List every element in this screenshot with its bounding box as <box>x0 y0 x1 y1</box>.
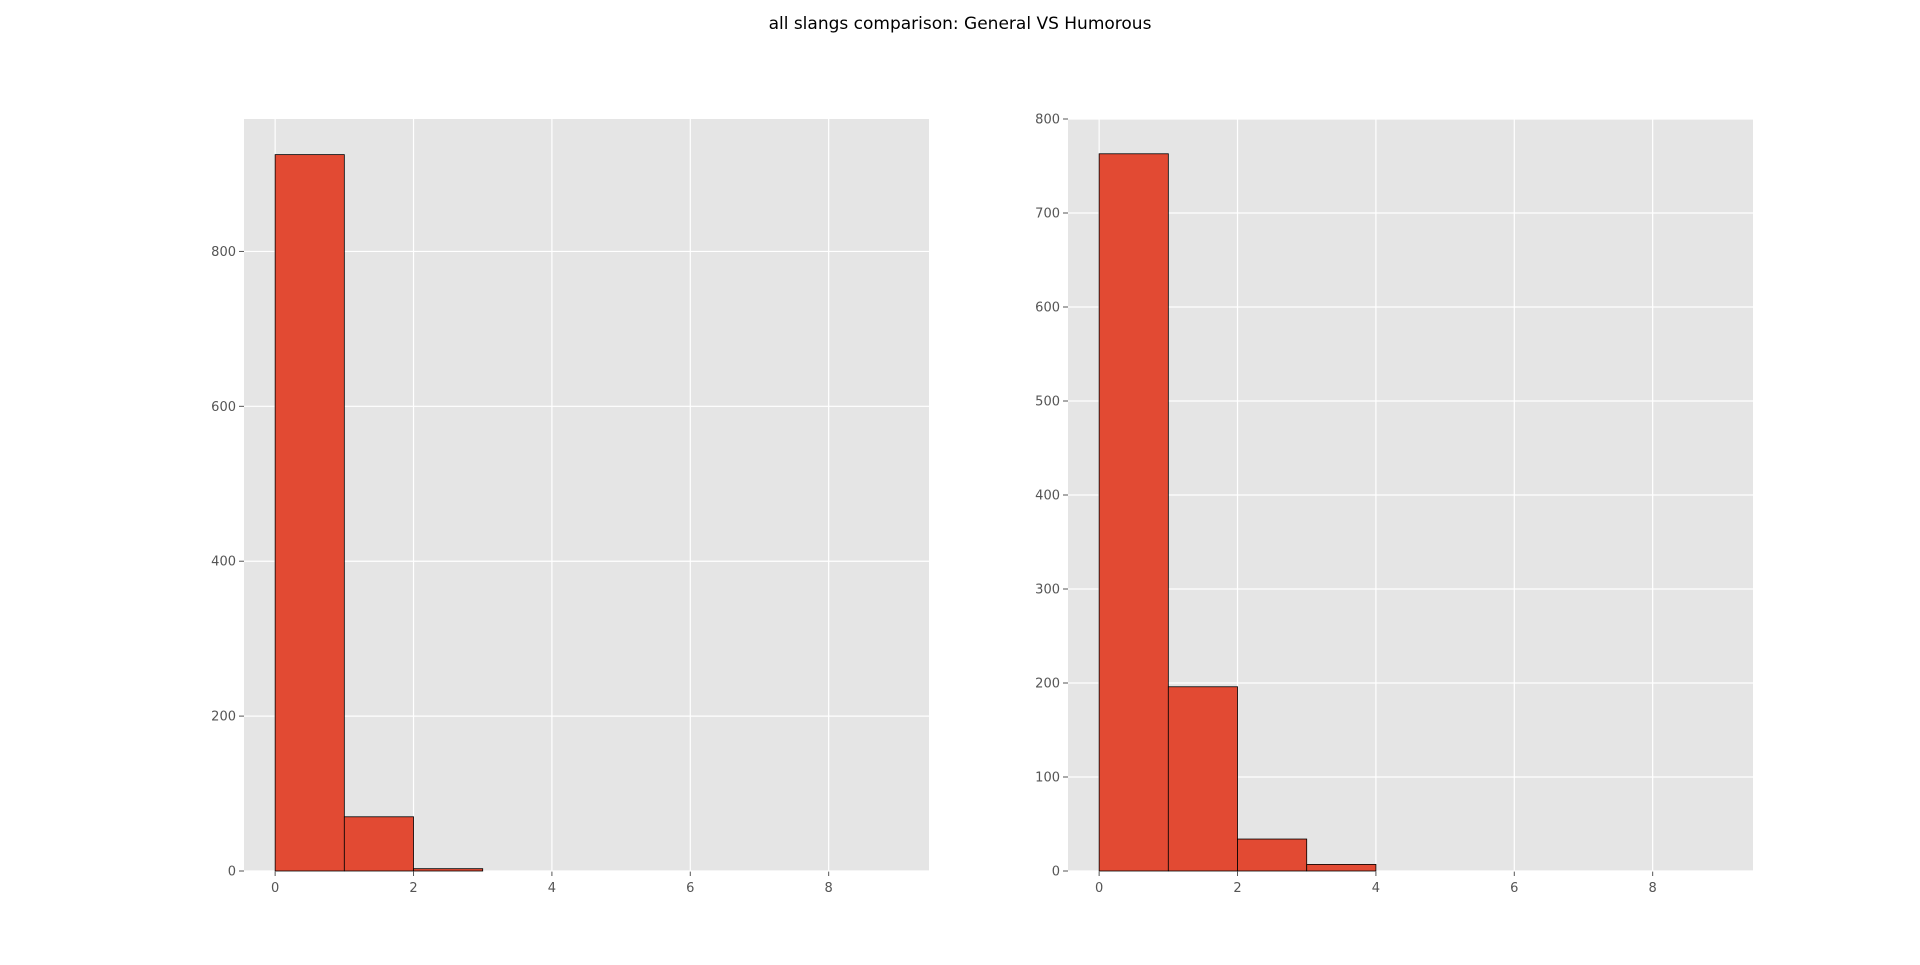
x-tick-label: 4 <box>548 881 556 896</box>
histogram-bar <box>1168 687 1237 871</box>
y-tick-label: 400 <box>1035 489 1060 504</box>
histogram-bar <box>344 817 413 871</box>
x-tick-label: 6 <box>1510 881 1518 896</box>
x-tick-label: 0 <box>271 881 279 896</box>
y-tick-label: 200 <box>211 710 236 725</box>
y-tick-label: 600 <box>1035 301 1060 316</box>
x-tick-label: 8 <box>825 881 833 896</box>
histogram-bar <box>414 869 483 871</box>
x-tick-label: 0 <box>1095 881 1103 896</box>
y-tick-label: 400 <box>211 555 236 570</box>
histogram-bar <box>275 155 344 871</box>
x-tick-label: 6 <box>686 881 694 896</box>
y-tick-label: 800 <box>1035 113 1060 128</box>
y-tick-label: 200 <box>1035 677 1060 692</box>
histogram-bar <box>1099 154 1168 871</box>
x-tick-label: 8 <box>1649 881 1657 896</box>
histogram-bar <box>1307 864 1376 871</box>
y-tick-label: 600 <box>211 400 236 415</box>
y-tick-label: 500 <box>1035 395 1060 410</box>
y-tick-label: 0 <box>1052 865 1060 880</box>
x-tick-label: 2 <box>1233 881 1241 896</box>
y-tick-label: 300 <box>1035 583 1060 598</box>
y-tick-label: 800 <box>211 245 236 260</box>
y-tick-label: 100 <box>1035 771 1060 786</box>
y-tick-label: 700 <box>1035 207 1060 222</box>
y-tick-label: 0 <box>228 865 236 880</box>
left-histogram-general: 0 2 4 6 8 0 200 400 600 800 <box>211 119 929 896</box>
plot-area <box>244 119 929 871</box>
x-tick-label: 2 <box>409 881 417 896</box>
histogram-bar <box>1238 839 1307 871</box>
x-tick-label: 4 <box>1372 881 1380 896</box>
right-histogram-humorous: 0 2 4 6 8 0 100 200 300 400 500 600 700 800 <box>1035 113 1753 897</box>
